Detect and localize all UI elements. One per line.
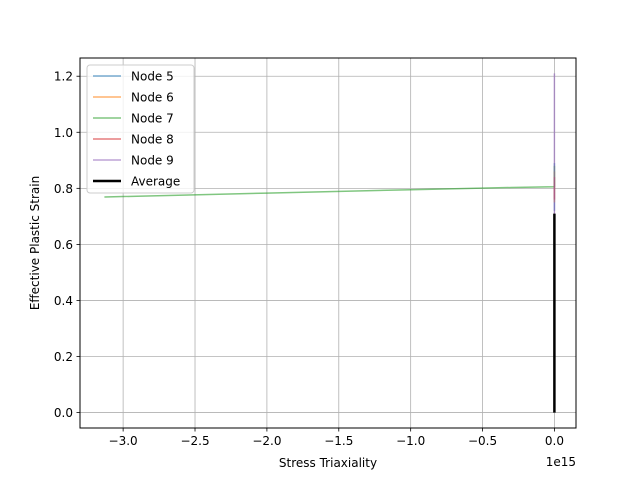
legend: Node 5 Node 6 Node 7 Node 8 Node 9 Average xyxy=(86,64,195,194)
legend-label: Node 5 xyxy=(131,70,174,84)
x-tick-label: −3.0 xyxy=(109,434,138,448)
x-tick-label: −2.0 xyxy=(252,434,281,448)
legend-label: Node 6 xyxy=(131,91,174,105)
x-tick-label: −1.0 xyxy=(396,434,425,448)
x-axis-ticks: −3.0 −2.5 −2.0 −1.5 −1.0 −0.5 0.0 xyxy=(109,428,564,448)
legend-label: Node 9 xyxy=(131,154,174,168)
x-tick-label: 0.0 xyxy=(545,434,564,448)
legend-label: Node 8 xyxy=(131,133,174,147)
y-tick-label: 0.6 xyxy=(54,238,73,252)
legend-label: Average xyxy=(131,175,180,189)
x-axis-offset-label: 1e15 xyxy=(546,455,576,469)
x-axis-label: Stress Triaxiality xyxy=(279,456,377,470)
legend-label: Node 7 xyxy=(131,112,174,126)
y-tick-label: 1.2 xyxy=(54,70,73,84)
y-tick-label: 0.8 xyxy=(54,182,73,196)
y-tick-label: 0.4 xyxy=(54,294,73,308)
x-tick-label: −1.5 xyxy=(324,434,353,448)
series-lines xyxy=(104,73,556,413)
x-tick-label: −2.5 xyxy=(180,434,209,448)
axes-frame xyxy=(79,57,577,429)
y-tick-label: 1.0 xyxy=(54,126,73,140)
y-axis-label: Effective Plastic Strain xyxy=(28,176,42,310)
x-tick-label: −0.5 xyxy=(468,434,497,448)
y-tick-label: 0.2 xyxy=(54,350,73,364)
y-tick-label: 0.0 xyxy=(54,406,73,420)
y-axis-ticks: 0.0 0.2 0.4 0.6 0.8 1.0 1.2 xyxy=(54,70,80,420)
